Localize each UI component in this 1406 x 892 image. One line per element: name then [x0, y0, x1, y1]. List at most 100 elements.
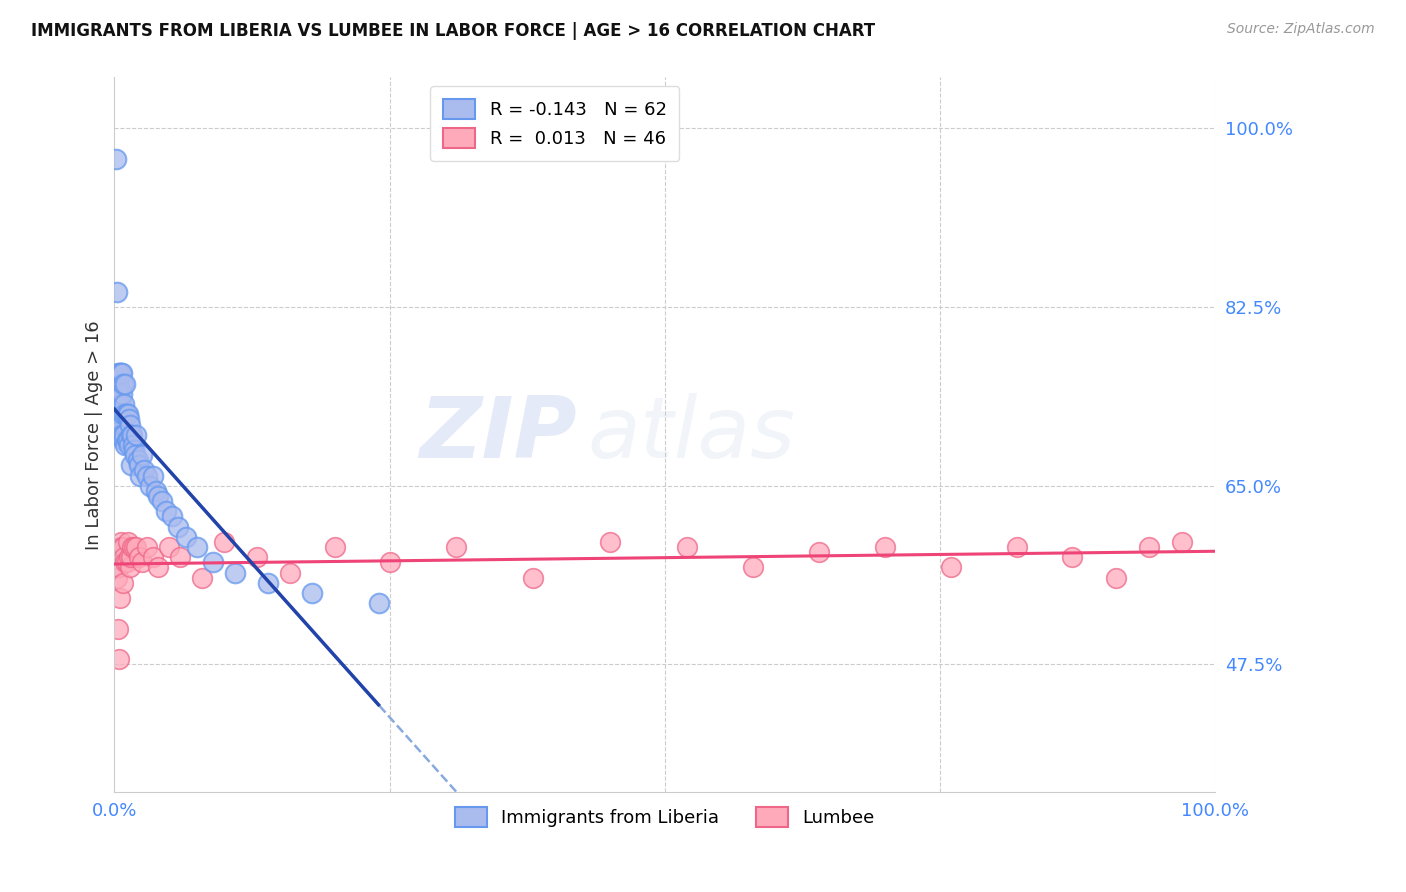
Point — [599, 534, 621, 549]
Point — [741, 560, 763, 574]
Point — [378, 555, 401, 569]
Point — [142, 550, 165, 565]
Point — [118, 417, 141, 432]
Point — [112, 427, 135, 442]
Point — [105, 285, 128, 299]
Point — [111, 540, 134, 554]
Point — [1171, 534, 1194, 549]
Point — [150, 494, 173, 508]
Point — [128, 550, 150, 565]
Point — [114, 376, 136, 391]
Point — [112, 376, 135, 391]
Point — [131, 448, 153, 462]
Point — [112, 540, 135, 554]
Point — [108, 367, 131, 381]
Point — [108, 427, 131, 442]
Point — [108, 427, 131, 442]
Point — [115, 433, 138, 447]
Point — [117, 433, 139, 447]
Point — [214, 534, 236, 549]
Point — [675, 540, 697, 554]
Point — [138, 479, 160, 493]
Point — [114, 438, 136, 452]
Point — [107, 376, 129, 391]
Point — [148, 560, 170, 574]
Point — [121, 427, 143, 442]
Point — [108, 382, 131, 396]
Point — [131, 555, 153, 569]
Point — [134, 463, 156, 477]
Point — [112, 550, 135, 565]
Point — [202, 555, 225, 569]
Point — [873, 540, 896, 554]
Point — [104, 152, 127, 166]
Point — [111, 367, 134, 381]
Point — [120, 458, 142, 473]
Point — [155, 504, 177, 518]
Point — [112, 433, 135, 447]
Point — [125, 540, 148, 554]
Point — [1005, 540, 1028, 554]
Point — [117, 407, 139, 421]
Point — [112, 407, 135, 421]
Point — [128, 468, 150, 483]
Point — [280, 566, 302, 580]
Text: Source: ZipAtlas.com: Source: ZipAtlas.com — [1227, 22, 1375, 37]
Point — [111, 387, 134, 401]
Point — [136, 540, 159, 554]
Point — [112, 575, 135, 590]
Point — [136, 468, 159, 483]
Point — [107, 407, 129, 421]
Point — [108, 560, 131, 574]
Point — [107, 367, 129, 381]
Point — [191, 571, 214, 585]
Point — [246, 550, 269, 565]
Point — [1137, 540, 1160, 554]
Point — [107, 622, 129, 636]
Text: ZIP: ZIP — [419, 393, 576, 476]
Point — [159, 540, 181, 554]
Point — [120, 550, 142, 565]
Point — [145, 483, 167, 498]
Point — [108, 591, 131, 605]
Point — [121, 540, 143, 554]
Point — [167, 519, 190, 533]
Text: atlas: atlas — [588, 393, 796, 476]
Point — [118, 412, 141, 426]
Point — [148, 489, 170, 503]
Point — [122, 540, 145, 554]
Point — [142, 468, 165, 483]
Point — [939, 560, 962, 574]
Point — [110, 534, 132, 549]
Point — [115, 407, 138, 421]
Point — [807, 545, 830, 559]
Point — [522, 571, 544, 585]
Point — [118, 560, 141, 574]
Point — [122, 438, 145, 452]
Point — [444, 540, 467, 554]
Point — [108, 407, 131, 421]
Point — [108, 652, 131, 666]
Point — [186, 540, 208, 554]
Point — [120, 427, 142, 442]
Point — [128, 458, 150, 473]
Point — [105, 571, 128, 585]
Point — [105, 397, 128, 411]
Point — [110, 367, 132, 381]
Point — [125, 427, 148, 442]
Point — [1060, 550, 1083, 565]
Point — [108, 417, 131, 432]
Point — [114, 555, 136, 569]
Point — [367, 596, 389, 610]
Point — [108, 387, 131, 401]
Point — [1105, 571, 1128, 585]
Point — [118, 550, 141, 565]
Point — [117, 534, 139, 549]
Point — [108, 540, 131, 554]
Legend: Immigrants from Liberia, Lumbee: Immigrants from Liberia, Lumbee — [447, 800, 882, 834]
Point — [323, 540, 346, 554]
Point — [257, 575, 280, 590]
Point — [115, 555, 138, 569]
Point — [174, 530, 197, 544]
Point — [110, 397, 132, 411]
